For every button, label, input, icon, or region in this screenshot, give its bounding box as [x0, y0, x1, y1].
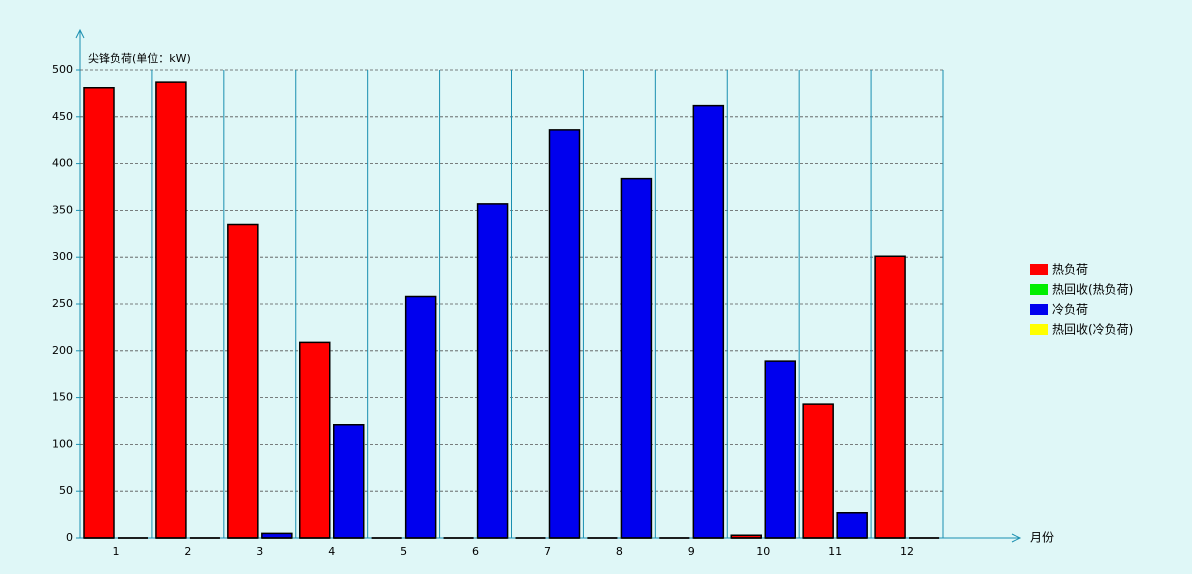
- bar: [476, 203, 509, 539]
- bar: [227, 223, 259, 539]
- bar: [155, 81, 187, 539]
- y-tick-label: 200: [52, 344, 73, 357]
- x-tick-label: 1: [112, 545, 119, 558]
- legend-swatch: [1030, 304, 1048, 315]
- y-tick-label: 50: [59, 484, 73, 497]
- bar: [874, 255, 906, 539]
- x-axis-title: 月份: [1030, 531, 1054, 545]
- x-tick-label: 2: [184, 545, 191, 558]
- x-tick-label: 5: [400, 545, 407, 558]
- y-tick-label: 100: [52, 437, 73, 450]
- bar: [299, 341, 331, 539]
- y-tick-label: 150: [52, 391, 73, 404]
- y-arrow: [75, 28, 85, 39]
- legend-swatch: [1030, 264, 1048, 275]
- x-tick-label: 3: [256, 545, 263, 558]
- legend-swatch: [1030, 324, 1048, 335]
- y-tick-label: 250: [52, 297, 73, 310]
- x-tick-label: 7: [544, 545, 551, 558]
- bar: [83, 87, 115, 539]
- x-tick-label: 12: [900, 545, 914, 558]
- x-tick-label: 6: [472, 545, 479, 558]
- legend-label: 热负荷: [1052, 263, 1088, 277]
- bar: [404, 295, 437, 539]
- y-tick-label: 350: [52, 203, 73, 216]
- y-tick-label: 0: [66, 531, 73, 544]
- bar: [620, 177, 653, 539]
- x-tick-label: 9: [688, 545, 695, 558]
- legend-label: 热回收(热负荷): [1052, 283, 1133, 297]
- bar: [548, 129, 581, 539]
- bar: [692, 104, 725, 539]
- bar: [333, 423, 365, 539]
- y-tick-label: 500: [52, 63, 73, 76]
- bar: [764, 360, 796, 539]
- y-tick-label: 400: [52, 157, 73, 170]
- y-tick-label: 300: [52, 250, 73, 263]
- x-tick-label: 11: [828, 545, 842, 558]
- y-axis-title: 尖锋负荷(单位：kW): [88, 51, 191, 65]
- x-tick-label: 4: [328, 545, 335, 558]
- bar: [802, 403, 834, 539]
- y-tick-label: 450: [52, 110, 73, 123]
- legend-label: 冷负荷: [1052, 303, 1088, 317]
- x-tick-label: 8: [616, 545, 623, 558]
- bar: [836, 511, 868, 539]
- legend-swatch: [1030, 284, 1048, 295]
- legend-label: 热回收(冷负荷): [1052, 323, 1133, 337]
- x-tick-label: 10: [756, 545, 770, 558]
- x-arrow: [1011, 533, 1022, 543]
